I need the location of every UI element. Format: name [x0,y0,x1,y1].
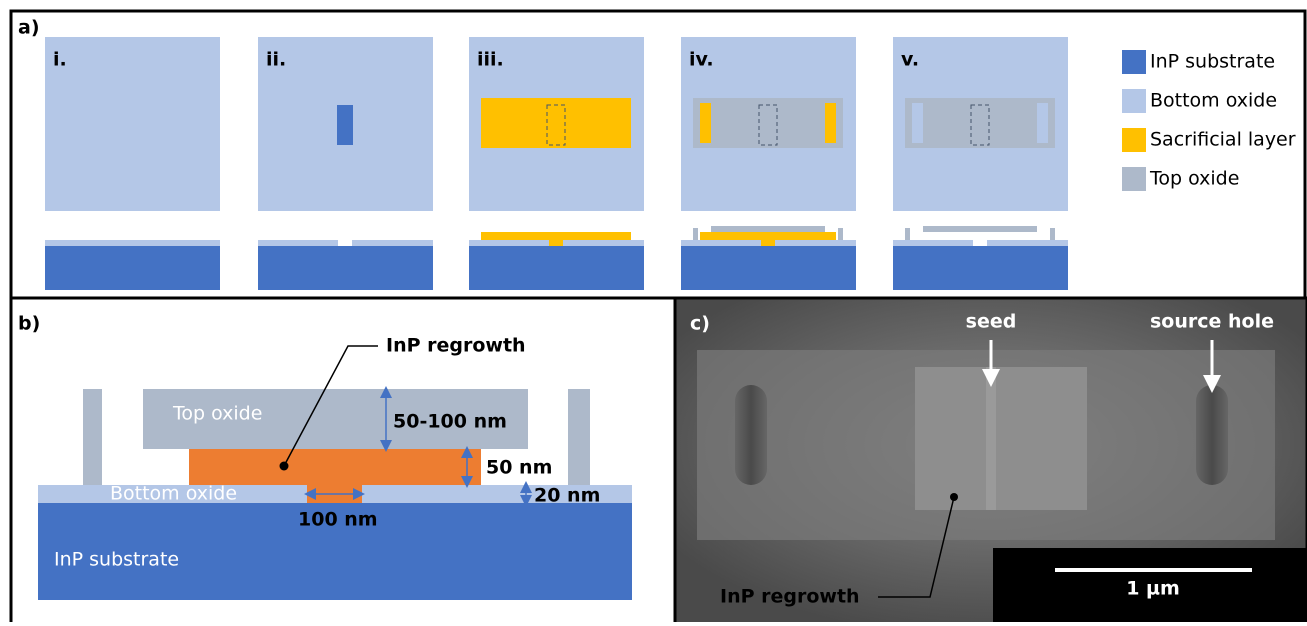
sem-image [676,299,1306,622]
bottom-oxide [681,240,761,246]
bottom-oxide [893,240,973,246]
legend-swatch [1122,167,1146,191]
legend-label: Sacrificial layer [1150,129,1296,151]
panel-label: c) [690,313,710,335]
legend: InP substrate Bottom oxide Sacrificial lay… [1122,50,1296,191]
top-oxide [923,226,1037,232]
step-label: i. [53,49,67,71]
post [1050,228,1055,240]
label: Bottom oxide [110,483,237,505]
bottom-oxide [352,240,433,246]
sacrificial [481,232,631,240]
label: InP regrowth [386,335,526,357]
label: 20 nm [534,485,600,507]
figure: i. ii. iii. iv. v. InP substrate Bottom oxide… [0,0,1307,622]
substrate [893,246,1068,290]
post [693,228,698,240]
step-label: ii. [266,49,286,71]
label: Top oxide [172,403,262,425]
seed [337,105,353,145]
bottom-oxide [563,240,644,246]
bottom-oxide [469,240,549,246]
source-hole [912,103,923,143]
panel-label: b) [18,313,40,335]
source-hole [825,103,836,143]
label: 50-100 nm [393,411,507,433]
label: InP substrate [54,549,179,571]
bottom-oxide [987,240,1068,246]
substrate [45,246,220,290]
step-label: iii. [477,49,504,71]
legend-swatch [1122,89,1146,113]
substrate [681,246,856,290]
label: source hole [1150,311,1274,333]
top-oxide [711,226,825,232]
legend-label: Top oxide [1149,168,1239,190]
scale-label: 1 µm [1126,578,1180,600]
bottom-oxide [775,240,856,246]
top-view [45,37,220,211]
source-hole [1037,103,1048,143]
sacrificial [761,240,775,246]
substrate [258,246,433,290]
legend-label: InP substrate [1150,51,1275,73]
post [905,228,910,240]
label: 100 nm [298,509,378,531]
bottom-oxide [45,240,220,246]
label: seed [966,311,1017,333]
process-steps: i. ii. iii. iv. v. [45,37,1068,290]
step-label: iv. [689,49,714,71]
bottom-oxide [258,240,338,246]
step-label: v. [901,49,919,71]
label: InP regrowth [720,586,860,608]
source-hole [700,103,711,143]
legend-label: Bottom oxide [1150,90,1277,112]
substrate [469,246,644,290]
panel-label: a) [18,17,40,39]
legend-swatch [1122,50,1146,74]
label: 50 nm [486,457,552,479]
sacrificial [549,240,563,246]
post [838,228,843,240]
sacrificial [700,232,836,240]
legend-swatch [1122,128,1146,152]
